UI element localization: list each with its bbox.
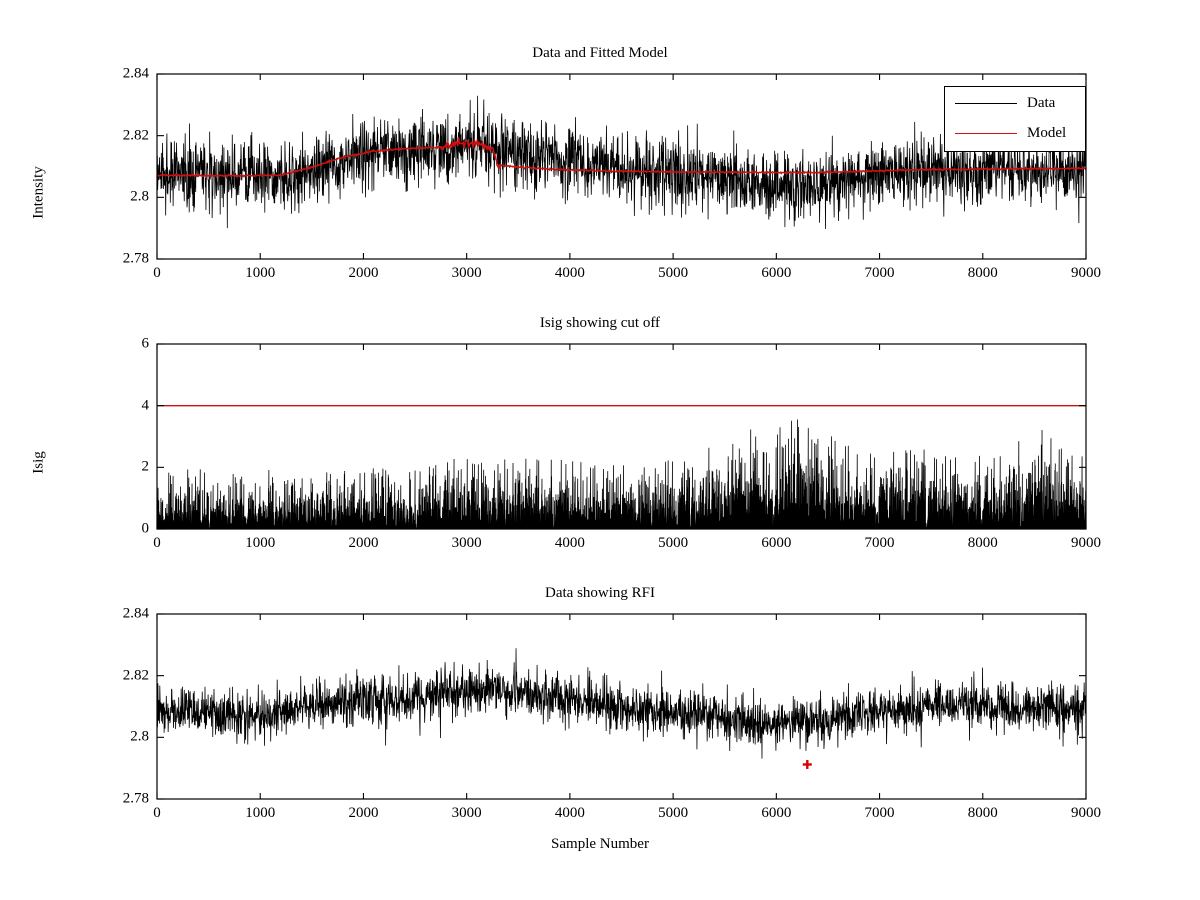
- panel-3-axes: [156, 613, 1087, 800]
- panel-data-showing-rfi: Data showing RFI Sample Number 0 1000 2000…: [0, 584, 1200, 874]
- y-tick-label: 2.8: [130, 728, 149, 745]
- x-tick-label: 6000: [761, 535, 792, 551]
- x-tick-label: 3000: [451, 265, 482, 281]
- panel-1-title: Data and Fitted Model: [532, 45, 668, 61]
- panel-3-title: Data showing RFI: [545, 585, 655, 601]
- panel-1-axes: [156, 73, 1087, 260]
- legend-entry-model[interactable]: Model: [955, 123, 1066, 143]
- x-tick-label: 0: [153, 805, 161, 821]
- legend-label-data: Data: [1027, 94, 1056, 111]
- figure-xlabel: Sample Number: [551, 836, 649, 852]
- y-tick-label: 2: [141, 458, 150, 475]
- legend-entry-data[interactable]: Data: [955, 93, 1055, 113]
- x-tick-label: 7000: [864, 805, 895, 821]
- y-tick-label: 0: [141, 520, 150, 537]
- x-tick-label: 6000: [761, 265, 792, 281]
- y-tick-label: 2.78: [122, 250, 149, 267]
- legend-swatch-model: [955, 132, 1017, 134]
- x-tick-label: 9000: [1071, 265, 1101, 281]
- x-tick-label: 2000: [348, 805, 379, 821]
- legend-swatch-data: [955, 102, 1017, 104]
- x-tick-label: 7000: [864, 535, 895, 551]
- y-tick-label: 2.82: [122, 127, 149, 144]
- x-tick-label: 5000: [658, 805, 689, 821]
- legend[interactable]: Data Model: [944, 86, 1086, 152]
- x-tick-label: 4000: [554, 535, 585, 551]
- panel-2-axes: [156, 343, 1087, 530]
- x-tick-label: 0: [153, 265, 161, 281]
- y-tick-label: 4: [141, 397, 150, 414]
- x-tick-label: 5000: [658, 265, 689, 281]
- y-tick-label: 6: [141, 335, 150, 352]
- y-tick-label: 2.84: [122, 65, 149, 82]
- x-tick-label: 9000: [1071, 535, 1101, 551]
- panel-isig-showing-cut-off: Isig showing cut off Isig 0 1000 2000 3000 4…: [0, 314, 1200, 564]
- x-tick-label: 4000: [554, 805, 585, 821]
- x-tick-label: 3000: [451, 535, 482, 551]
- x-tick-label: 1000: [245, 535, 276, 551]
- x-tick-label: 8000: [967, 535, 998, 551]
- legend-label-model: Model: [1027, 124, 1067, 141]
- x-tick-label: 7000: [864, 265, 895, 281]
- x-tick-label: 8000: [967, 805, 998, 821]
- x-tick-label: 1000: [245, 805, 276, 821]
- y-tick-label: 2.82: [122, 667, 149, 684]
- panel-data-and-fitted-model: Data and Fitted Model Intensity Data Mod…: [0, 44, 1200, 294]
- x-tick-label: 8000: [967, 265, 998, 281]
- x-tick-label: 4000: [554, 265, 585, 281]
- y-tick-label: 2.8: [130, 188, 149, 205]
- y-tick-label: 2.84: [122, 605, 149, 622]
- x-tick-label: 0: [153, 535, 161, 551]
- panel-2-title: Isig showing cut off: [539, 315, 661, 331]
- x-tick-label: 1000: [245, 265, 276, 281]
- x-tick-label: 2000: [348, 535, 379, 551]
- y-tick-label: 2.78: [122, 790, 149, 807]
- x-tick-label: 5000: [658, 535, 689, 551]
- x-tick-label: 2000: [348, 265, 379, 281]
- x-tick-label: 9000: [1071, 805, 1101, 821]
- x-tick-label: 3000: [451, 805, 482, 821]
- x-tick-label: 6000: [761, 805, 792, 821]
